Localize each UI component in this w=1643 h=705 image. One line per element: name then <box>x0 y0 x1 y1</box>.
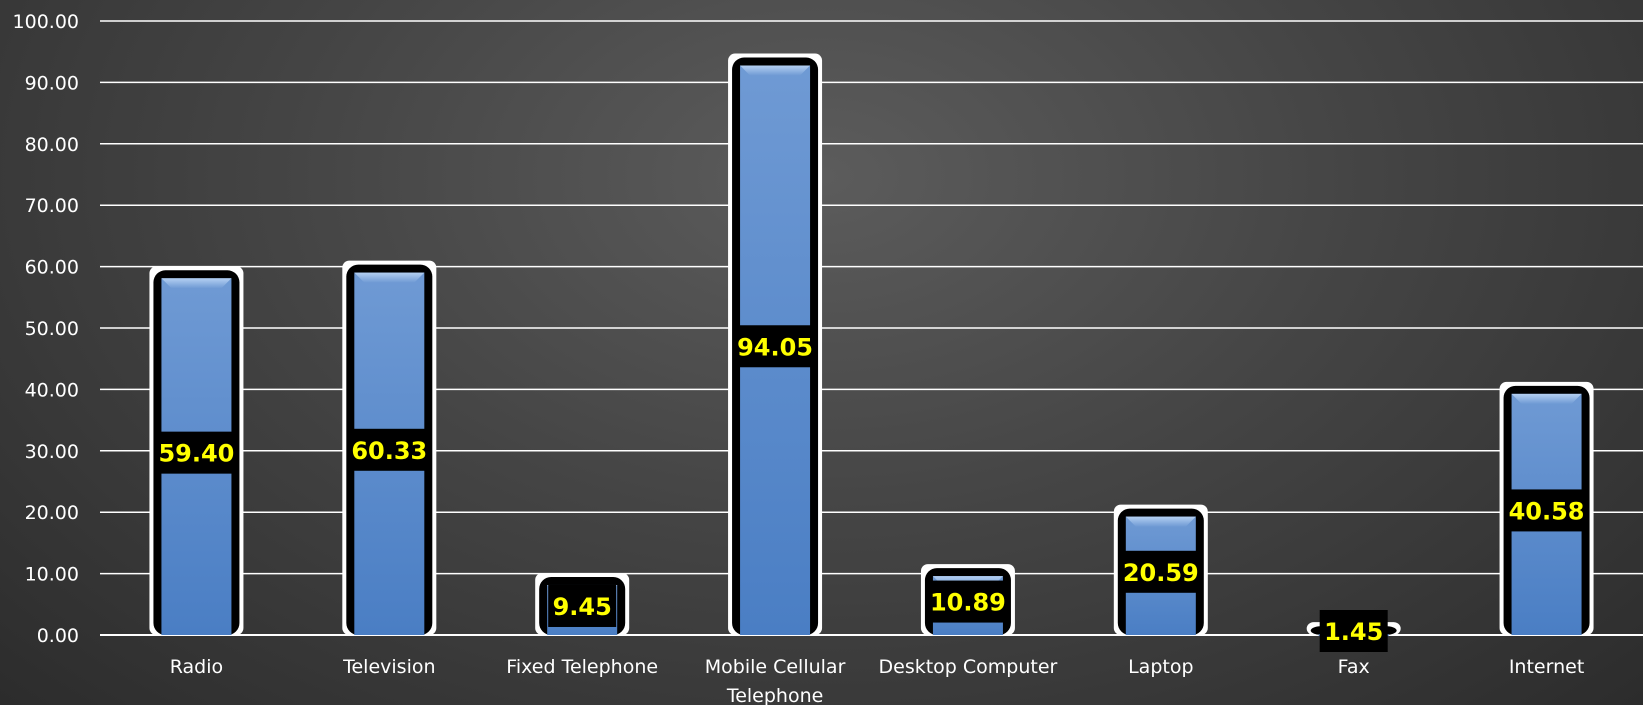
data-label-bg <box>734 325 817 368</box>
data-label-bg <box>348 428 431 471</box>
x-tick-label: Mobile Cellular Telephone <box>705 656 846 705</box>
data-label: 10.89 <box>926 580 1009 623</box>
x-tick-label: Television <box>342 656 435 678</box>
x-tick-label: Desktop Computer <box>879 656 1058 678</box>
data-label-text: 60.33 <box>351 437 427 465</box>
y-tick-label: 100.00 <box>13 11 79 33</box>
x-tick-label: Laptop <box>1128 656 1193 678</box>
y-tick-label: 10.00 <box>25 564 79 586</box>
data-label: 40.58 <box>1505 489 1588 532</box>
y-axis: 0.00 10.00 20.00 30.00 40.00 50.00 60.00 70.00 8… <box>13 11 79 647</box>
data-label: 1.45 <box>1319 610 1388 652</box>
x-tick-label: Fixed Telephone <box>506 656 658 678</box>
x-tick-label: Radio <box>170 656 223 678</box>
data-label-text: 1.45 <box>1324 618 1383 646</box>
y-tick-label: 90.00 <box>25 72 79 94</box>
data-label-text: 20.59 <box>1123 559 1199 587</box>
y-tick-label: 80.00 <box>25 134 79 156</box>
data-label-bg <box>1505 489 1588 532</box>
y-tick-label: 70.00 <box>25 195 79 217</box>
x-axis: Radio Television Fixed Telephone Mobile Cel… <box>170 656 1585 705</box>
y-tick-label: 60.00 <box>25 257 79 279</box>
data-label: 94.05 <box>734 325 817 368</box>
data-label-text: 9.45 <box>553 593 612 621</box>
y-tick-label: 0.00 <box>37 625 79 647</box>
data-label-bg <box>155 431 238 474</box>
y-tick-label: 20.00 <box>25 502 79 524</box>
bar-bevel <box>1511 393 1582 404</box>
bar-bevel <box>740 65 811 76</box>
data-label-bg <box>1319 610 1388 652</box>
data-labels: 59.40 60.33 9.45 94.05 10.89 20.59 1.45 40.58 <box>155 325 1588 652</box>
y-tick-label: 40.00 <box>25 379 79 401</box>
data-label: 60.33 <box>348 428 431 471</box>
bar-bevel <box>354 272 425 283</box>
bar-bevel <box>1125 516 1196 527</box>
bar-bevel <box>161 278 232 289</box>
data-label-text: 40.58 <box>1509 497 1585 525</box>
data-label: 20.59 <box>1119 550 1202 593</box>
data-label-bg <box>1119 550 1202 593</box>
y-tick-label: 30.00 <box>25 441 79 463</box>
data-label-text: 94.05 <box>737 333 813 361</box>
data-label-text: 59.40 <box>158 440 234 468</box>
gridlines <box>100 20 1643 636</box>
data-label: 9.45 <box>548 584 617 627</box>
y-tick-label: 50.00 <box>25 318 79 340</box>
bars <box>149 53 1594 637</box>
data-label-bg <box>548 584 617 627</box>
x-tick-label: Fax <box>1338 656 1370 678</box>
x-tick-label: Internet <box>1509 656 1584 678</box>
data-label: 59.40 <box>155 431 238 474</box>
data-label-bg <box>926 580 1009 623</box>
data-label-text: 10.89 <box>930 589 1006 617</box>
